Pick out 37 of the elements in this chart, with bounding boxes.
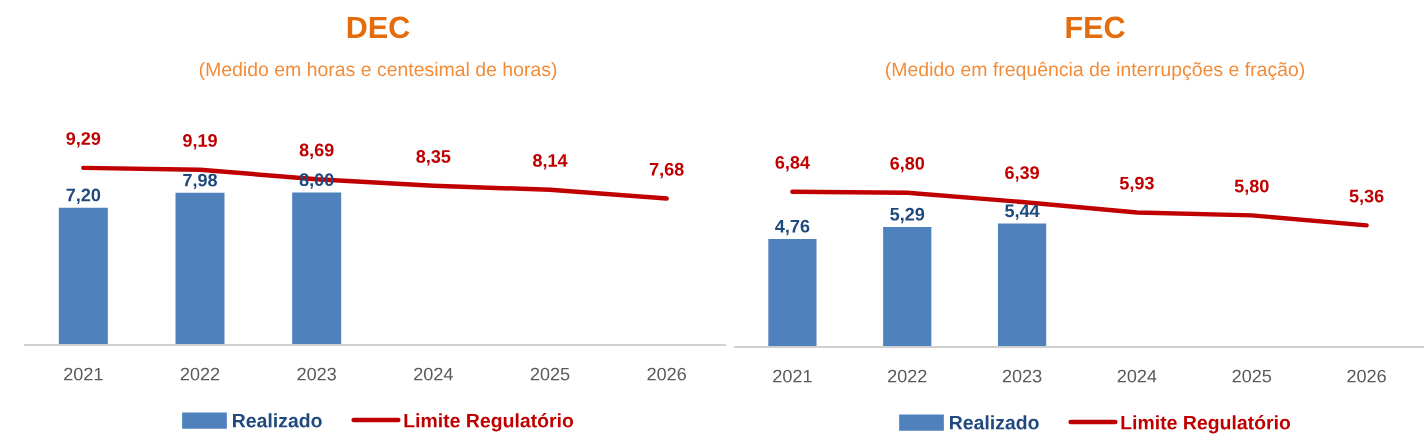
chart-title: FEC	[1066, 16, 1125, 39]
x-tick-label: 2022	[180, 367, 220, 381]
data-label: 6,84	[775, 156, 810, 172]
data-label: 5,80	[1234, 179, 1269, 196]
x-tick-label: 2026	[647, 367, 686, 381]
data-label: 6,80	[890, 156, 925, 173]
x-tick-label: 2024	[1117, 369, 1157, 383]
x-tick-label: 2026	[1347, 369, 1386, 383]
data-label: 7,20	[66, 188, 101, 204]
data-label: 6,39	[1005, 166, 1039, 182]
chart-title: DEC	[347, 16, 410, 39]
x-tick-label: 2023	[1002, 369, 1042, 383]
legend-label: Realizado	[233, 413, 322, 428]
data-label: 8,14	[533, 154, 568, 170]
data-label: 8,69	[299, 143, 334, 159]
x-tick-label: 2021	[64, 367, 103, 381]
data-label: 9,29	[66, 132, 101, 148]
x-tick-label: 2023	[297, 367, 336, 381]
data-label: 5,36	[1349, 189, 1384, 206]
chart-subtitle: (Medido em horas e centesimal de horas)	[199, 61, 557, 81]
x-tick-label: 2024	[414, 367, 453, 381]
data-label: 7,68	[649, 162, 684, 179]
data-label: 5,93	[1119, 176, 1154, 193]
legend-label: Limite Regulatório	[404, 413, 574, 432]
data-label: 7,98	[183, 173, 218, 190]
chart-subtitle: (Medido em frequência de interrupções e fração)	[886, 61, 1305, 81]
x-tick-label: 2022	[888, 369, 927, 383]
legend-label: Limite Regulatório	[1121, 415, 1291, 434]
x-tick-label: 2021	[773, 369, 812, 383]
data-label: 4,76	[775, 219, 810, 236]
x-tick-label: 2025	[1232, 369, 1272, 383]
data-label: 9,19	[183, 134, 217, 150]
data-label: 5,29	[890, 207, 925, 224]
data-label: 8,35	[416, 150, 451, 166]
x-tick-label: 2025	[530, 367, 570, 381]
legend-label: Realizado	[950, 415, 1039, 430]
data-label: 5,44	[1005, 204, 1040, 220]
